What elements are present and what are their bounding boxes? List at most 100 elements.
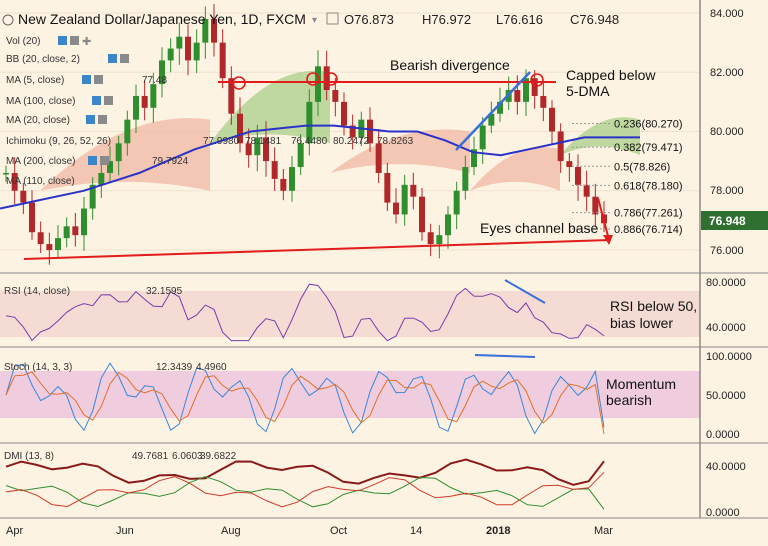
annotation-momentum-2: bearish <box>606 392 652 408</box>
candle-body <box>37 232 44 245</box>
candle <box>401 174 408 226</box>
settings-icon[interactable] <box>98 115 107 124</box>
fib-label: 0.886(76.714) <box>614 224 683 236</box>
candle <box>20 182 27 215</box>
settings-icon[interactable] <box>94 75 103 84</box>
stoch-label[interactable]: Stoch (14, 3, 3) <box>4 362 72 373</box>
legend-vol[interactable]: Vol (20) <box>6 36 40 47</box>
candle <box>254 124 261 172</box>
eye-icon[interactable] <box>88 156 97 165</box>
settings-icon[interactable] <box>70 36 79 45</box>
candle-body <box>410 184 417 197</box>
rsi-label[interactable]: RSI (14, close) <box>4 286 70 297</box>
candle <box>297 134 304 176</box>
settings-icon[interactable] <box>104 96 113 105</box>
divergence-line[interactable] <box>455 71 531 151</box>
stoch-k-value: 12.3439 <box>156 362 193 373</box>
candle <box>549 100 555 145</box>
candle <box>176 22 183 65</box>
legend-ma5-value: 77.48 <box>142 75 167 86</box>
candle-body <box>497 101 503 114</box>
candle-body <box>46 244 53 250</box>
price-tick-78: 78.000 <box>710 185 744 197</box>
candle-body <box>549 107 555 132</box>
candle-body <box>150 84 157 108</box>
candle <box>202 6 209 59</box>
dmi-label[interactable]: DMI (13, 8) <box>4 451 54 462</box>
support-line[interactable] <box>23 239 611 260</box>
candle-body <box>254 137 261 156</box>
stoch-divergence-line[interactable] <box>474 354 536 358</box>
top-marker-2 <box>306 72 320 86</box>
rsi-band <box>0 291 700 337</box>
dmi-value-minus: 39.6822 <box>200 451 237 462</box>
chevron-down-icon[interactable]: ▾ <box>312 15 317 26</box>
candle-body <box>237 113 243 144</box>
candle <box>289 155 295 202</box>
annotation-rsi-2: bias lower <box>610 315 673 331</box>
indicator-legend: Vol (20) ✚ BB (20, close, 2) MA (5, clos… <box>6 36 414 187</box>
eye-icon[interactable] <box>108 54 117 63</box>
eye-icon[interactable] <box>92 96 101 105</box>
candle-body <box>72 226 79 236</box>
ohlc-open: O76.873 <box>344 12 394 27</box>
eye-icon[interactable] <box>86 115 95 124</box>
cloud-segment <box>560 117 640 156</box>
candle <box>167 38 174 73</box>
candlesticks <box>3 3 607 265</box>
candle-body <box>98 172 105 185</box>
candle-body <box>557 131 564 162</box>
candle-body <box>315 66 321 102</box>
eye-icon[interactable] <box>58 36 67 45</box>
top-marker-3 <box>324 72 338 86</box>
candle <box>150 72 157 123</box>
candle-body <box>479 125 486 150</box>
candle-body <box>297 143 304 168</box>
rsi-divergence-line[interactable] <box>504 279 546 304</box>
time-tick-mar: Mar <box>594 525 613 537</box>
eye-icon[interactable] <box>82 75 91 84</box>
stoch-tick-0: 0.0000 <box>706 429 740 441</box>
candle <box>193 29 200 73</box>
candle <box>375 128 382 184</box>
stoch-tick-50: 50.0000 <box>706 390 746 402</box>
legend-ma200[interactable]: MA (200, close) <box>6 156 75 167</box>
settings-icon[interactable] <box>120 54 129 63</box>
legend-ma100[interactable]: MA (100, close) <box>6 96 75 107</box>
ohlc-close: C76.948 <box>570 12 619 27</box>
candle-body <box>393 202 399 215</box>
candle <box>557 123 564 173</box>
stoch-k-line <box>5 362 605 435</box>
grid-lines <box>0 12 700 251</box>
stoch-d-line <box>5 371 605 435</box>
ohlc-low: L76.616 <box>496 12 543 27</box>
expand-icon[interactable] <box>2 14 14 26</box>
candle-body <box>427 232 434 245</box>
time-tick-jun: Jun <box>116 525 134 537</box>
settings-icon[interactable] <box>100 156 109 165</box>
candle <box>280 168 287 201</box>
stoch-axis: 100.0000 50.0000 0.0000 <box>706 351 752 441</box>
dmi-panel[interactable] <box>0 444 700 518</box>
legend-ma110[interactable]: MA (110, close) <box>6 176 75 187</box>
time-tick-2018: 2018 <box>486 525 510 537</box>
candle-body <box>453 190 460 215</box>
symbol-title[interactable]: New Zealand Dollar/Japanese Yen, 1D, FXC… <box>18 11 306 27</box>
legend-ichimoku[interactable]: Ichimoku (9, 26, 52, 26) <box>6 136 111 147</box>
legend-bb[interactable]: BB (20, close, 2) <box>6 54 80 65</box>
settings-icon[interactable] <box>326 12 339 25</box>
candle <box>566 153 573 182</box>
stoch-tick-100: 100.0000 <box>706 351 752 363</box>
legend-ma5[interactable]: MA (5, close) <box>6 75 64 86</box>
candle <box>349 114 356 150</box>
legend-ma20[interactable]: MA (20, close) <box>6 115 70 126</box>
candle <box>63 217 70 248</box>
candle-body <box>159 60 165 85</box>
candle-body <box>384 172 391 203</box>
candle-body <box>89 184 96 209</box>
candle <box>245 128 252 168</box>
candle <box>592 183 599 228</box>
candle <box>211 3 217 57</box>
add-icon[interactable]: ✚ <box>82 36 91 48</box>
